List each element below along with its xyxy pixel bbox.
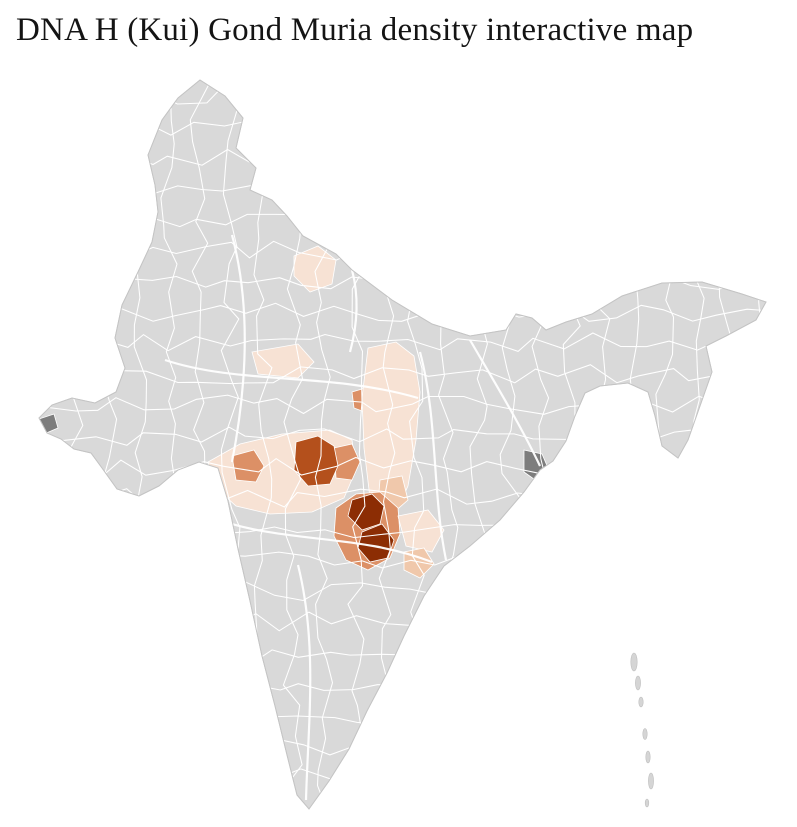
andaman-nicobar-islands[interactable] (630, 652, 654, 808)
island[interactable] (638, 696, 644, 708)
state-boundary (469, 339, 541, 467)
state-boundary (164, 358, 419, 400)
district-boundary (562, 80, 582, 809)
island[interactable] (642, 728, 648, 740)
district-boundary (718, 80, 737, 809)
island[interactable] (645, 750, 651, 764)
district-boundary (39, 85, 766, 105)
state-boundaries (164, 234, 541, 801)
district-boundary (39, 116, 766, 136)
island[interactable] (644, 798, 650, 808)
density-district-central-dark[interactable] (293, 435, 339, 487)
district-boundary (39, 177, 766, 199)
district-boundary (39, 332, 766, 352)
district-boundary (39, 426, 766, 447)
density-district-southeast-dark-north[interactable] (347, 493, 385, 531)
island[interactable] (635, 675, 641, 691)
district-boundary (39, 673, 766, 695)
district-boundary (39, 766, 766, 787)
state-boundary (296, 564, 312, 801)
district-boundary (592, 80, 614, 809)
district-boundary (39, 302, 766, 322)
district-boundary (747, 80, 766, 809)
density-district-west-central-band[interactable] (251, 343, 315, 379)
district-boundary (39, 209, 766, 229)
district-boundary (39, 147, 766, 167)
state-boundary (418, 351, 448, 561)
district-boundary (39, 80, 56, 809)
district-boundary (779, 63, 797, 811)
district-boundary (39, 642, 766, 664)
page-title: DNA H (Kui) Gond Muria density interacti… (16, 12, 694, 48)
district-boundary (39, 394, 766, 415)
island[interactable] (630, 652, 638, 672)
density-regions (207, 245, 445, 579)
district-boundary (39, 239, 766, 261)
density-district-central-medium-west[interactable] (231, 449, 265, 483)
district-boundary (39, 799, 766, 809)
district-boundary (39, 735, 766, 757)
district-boundary (39, 364, 766, 385)
state-boundary (348, 269, 358, 353)
district-boundary (39, 704, 766, 725)
island[interactable] (648, 772, 654, 790)
state-boundary (230, 234, 246, 463)
